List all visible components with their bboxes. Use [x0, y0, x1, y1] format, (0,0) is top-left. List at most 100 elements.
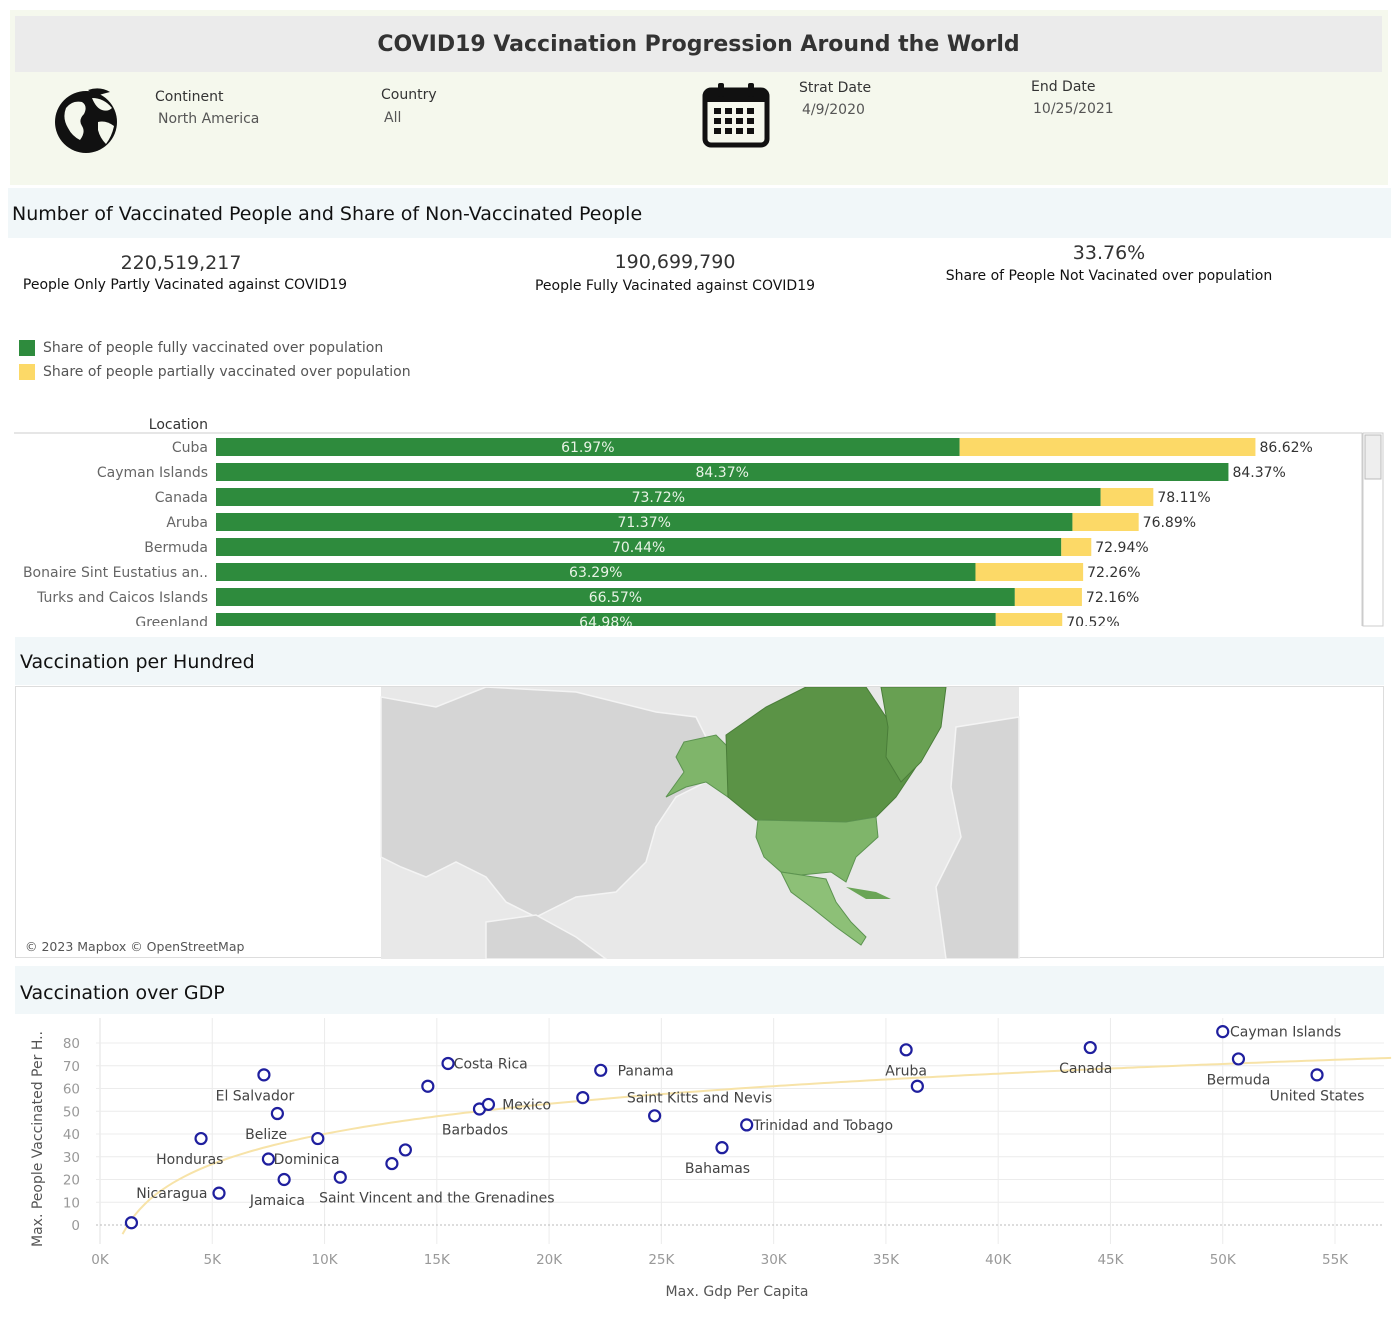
start-date-value[interactable]: 4/9/2020 — [802, 102, 865, 118]
bar-fully-vaccinated — [216, 588, 1015, 606]
bar-partially-vaccinated — [975, 563, 1084, 581]
point-annotation: Aruba — [885, 1063, 927, 1079]
bar-total-label: 72.16% — [1086, 590, 1139, 606]
scatter-point[interactable] — [910, 1079, 924, 1093]
bar-category-label: Cayman Islands — [97, 465, 208, 481]
kpi-fully-vaccinated: 190,699,790 People Fully Vacinated again… — [520, 251, 830, 294]
x-tick-label: 20K — [536, 1252, 563, 1268]
section-title-map: Vaccination per Hundred — [20, 651, 255, 673]
scrollbar-thumb[interactable] — [1364, 434, 1382, 480]
vaccination-map[interactable]: © 2023 Mapbox © OpenStreetMap — [15, 686, 1384, 960]
map-region-mexico — [780, 871, 867, 946]
bar-value-label: 84.37% — [696, 465, 749, 481]
x-tick-label: 35K — [873, 1252, 900, 1268]
scatter-point[interactable] — [481, 1097, 496, 1112]
kpi-not-vaccinated-share: 33.76% Share of People Not Vacinated ove… — [940, 242, 1278, 284]
bar-total-label: 86.62% — [1259, 440, 1312, 456]
continent-filter-label: Continent — [155, 89, 224, 105]
point-annotation: Bermuda — [1207, 1072, 1271, 1088]
kpi-value: 190,699,790 — [614, 251, 736, 273]
point-annotation: Trinidad and Tobago — [752, 1118, 893, 1134]
scatter-point[interactable] — [270, 1106, 284, 1121]
scatter-point[interactable] — [212, 1186, 226, 1200]
scatter-point[interactable] — [421, 1079, 435, 1093]
country-filter-label: Country — [381, 87, 437, 103]
bar-category-label: Turks and Caicos Islands — [36, 590, 208, 606]
scatter-point[interactable] — [740, 1118, 754, 1132]
point-annotation: Canada — [1059, 1061, 1112, 1077]
bar-partially-vaccinated — [995, 613, 1063, 626]
section-title-vaccinated: Number of Vaccinated People and Share of… — [12, 203, 643, 225]
dashboard-title-bar: COVID19 Vaccination Progression Around t… — [15, 16, 1382, 72]
country-filter-value[interactable]: All — [384, 110, 402, 126]
bar-total-label: 84.37% — [1232, 465, 1285, 481]
bar-partially-vaccinated — [959, 438, 1256, 456]
legend-item-partially[interactable]: Share of people partially vaccinated ove… — [19, 364, 411, 380]
bar-total-label: 72.94% — [1095, 540, 1148, 556]
scatter-point[interactable] — [194, 1131, 208, 1146]
bar-fully-vaccinated — [216, 513, 1073, 531]
bar-value-label: 61.97% — [561, 440, 614, 456]
point-annotation: Honduras — [156, 1152, 223, 1168]
scatter-point[interactable] — [441, 1056, 455, 1071]
continent-filter-value[interactable]: North America — [158, 111, 260, 127]
bar-partially-vaccinated — [1100, 488, 1154, 506]
scatter-chart: 0K 5K 10K 15K 20K 25K 30K 35K 40K 45K 50K 55K 0 10 20 3… — [0, 1014, 1399, 1314]
y-tick-label: 40 — [63, 1127, 80, 1143]
bar-total-label: 76.89% — [1143, 515, 1196, 531]
point-annotation: El Salvador — [216, 1088, 295, 1104]
bar-fully-vaccinated — [216, 438, 960, 456]
scatter-point[interactable] — [715, 1141, 729, 1155]
legend-item-fully[interactable]: Share of people fully vaccinated over po… — [19, 340, 411, 356]
map-region-greenland — [880, 686, 947, 783]
scatter-point[interactable] — [261, 1152, 276, 1166]
bar-total-label: 78.11% — [1157, 490, 1210, 506]
y-tick-label: 50 — [63, 1104, 80, 1120]
kpi-partly-vaccinated: 220,519,217 People Only Partly Vacinated… — [20, 252, 350, 293]
point-annotation: Saint Kitts and Nevis — [627, 1091, 772, 1107]
map-region-caribbean — [846, 887, 891, 899]
scatter-point[interactable] — [385, 1156, 399, 1171]
scatter-point[interactable] — [1231, 1052, 1246, 1066]
bar-category-label: Bermuda — [144, 540, 208, 556]
kpi-value: 220,519,217 — [120, 252, 242, 274]
bar-value-label: 73.72% — [632, 490, 685, 506]
scatter-point[interactable] — [333, 1170, 347, 1184]
end-date-value[interactable]: 10/25/2021 — [1033, 101, 1114, 117]
x-tick-label: 40K — [985, 1252, 1012, 1268]
legend-swatch — [19, 364, 35, 380]
section-header-vaccinated — [8, 188, 1391, 238]
scatter-point[interactable] — [257, 1068, 271, 1082]
bar-value-label: 71.37% — [618, 515, 671, 531]
scatter-point[interactable] — [311, 1131, 325, 1146]
scatter-point[interactable] — [899, 1043, 913, 1057]
map-credit: © 2023 Mapbox © OpenStreetMap — [25, 939, 244, 954]
bar-category-label: Canada — [155, 490, 208, 506]
scatter-point[interactable] — [277, 1172, 291, 1187]
y-tick-label: 30 — [63, 1150, 80, 1166]
scatter-point[interactable] — [648, 1109, 662, 1123]
scatter-point[interactable] — [576, 1090, 590, 1105]
point-annotation: Nicaragua — [136, 1186, 207, 1202]
scatter-point[interactable] — [398, 1143, 412, 1157]
scatter-point[interactable] — [594, 1063, 608, 1077]
bar-value-label: 70.44% — [612, 540, 665, 556]
point-annotation: Belize — [245, 1127, 287, 1143]
map-land-oceania — [485, 914, 609, 960]
kpi-caption: Share of People Not Vacinated over popul… — [945, 268, 1273, 284]
scatter-point[interactable] — [1310, 1068, 1324, 1082]
bar-partially-vaccinated — [1014, 588, 1082, 606]
scatter-point[interactable] — [124, 1216, 139, 1230]
scatter-point[interactable] — [1083, 1040, 1097, 1055]
bar-total-label: 70.52% — [1066, 615, 1119, 630]
scatter-point[interactable] — [1216, 1025, 1230, 1039]
bar-chart: Location Cuba 61.97% 86.62% Cayman Islands 84… — [0, 405, 1399, 630]
page-title: COVID19 Vaccination Progression Around t… — [377, 31, 1020, 57]
legend-label: Share of people partially vaccinated ove… — [43, 364, 411, 380]
section-header-gdp — [15, 966, 1384, 1014]
x-tick-label: 10K — [312, 1252, 339, 1268]
x-tick-label: 15K — [424, 1252, 451, 1268]
y-axis-label: Max. People Vaccinated Per H.. — [30, 1031, 46, 1247]
legend-label: Share of people fully vaccinated over po… — [43, 340, 384, 356]
x-tick-label: 0K — [91, 1252, 110, 1268]
